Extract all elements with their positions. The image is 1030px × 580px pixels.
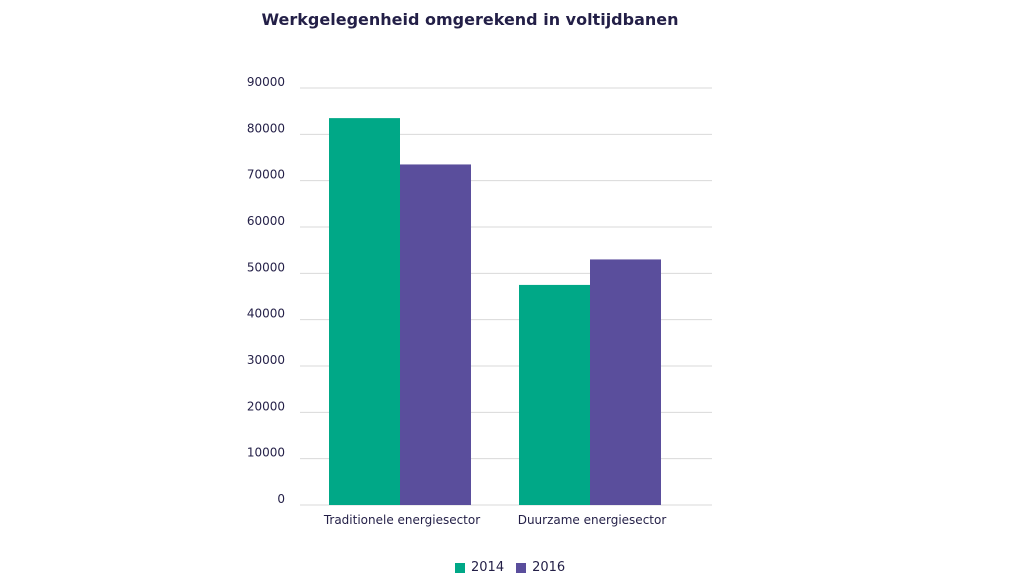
chart-title: Werkgelegenheid omgerekend in voltijdban… xyxy=(261,10,679,29)
y-tick-label: 80000 xyxy=(247,121,285,135)
legend-item-2016: 2016 xyxy=(516,560,565,575)
legend: 2014 2016 xyxy=(455,560,565,575)
y-tick-label: 90000 xyxy=(247,75,285,89)
legend-swatch-2014 xyxy=(455,562,465,573)
x-category-label: Traditionele energiesector xyxy=(323,513,480,527)
y-tick-label: 50000 xyxy=(247,260,285,274)
y-tick-label: 20000 xyxy=(247,399,285,413)
bar-2014-0 xyxy=(329,118,400,505)
bar-2016-0 xyxy=(400,164,471,505)
y-tick-label: 10000 xyxy=(247,446,285,460)
legend-label-2014: 2014 xyxy=(471,560,505,575)
legend-swatch-2016 xyxy=(516,562,527,573)
y-tick-label: 70000 xyxy=(247,168,285,182)
y-tick-label: 40000 xyxy=(247,307,285,321)
y-tick-label: 0 xyxy=(277,492,285,506)
bar-2014-1 xyxy=(519,284,590,505)
y-tick-label: 30000 xyxy=(247,353,285,367)
y-tick-label: 60000 xyxy=(247,214,285,228)
legend-item-2014: 2014 xyxy=(455,560,504,575)
bar-2016-1 xyxy=(590,259,661,505)
x-category-label: Duurzame energiesector xyxy=(518,513,667,527)
legend-label-2016: 2016 xyxy=(532,560,566,575)
